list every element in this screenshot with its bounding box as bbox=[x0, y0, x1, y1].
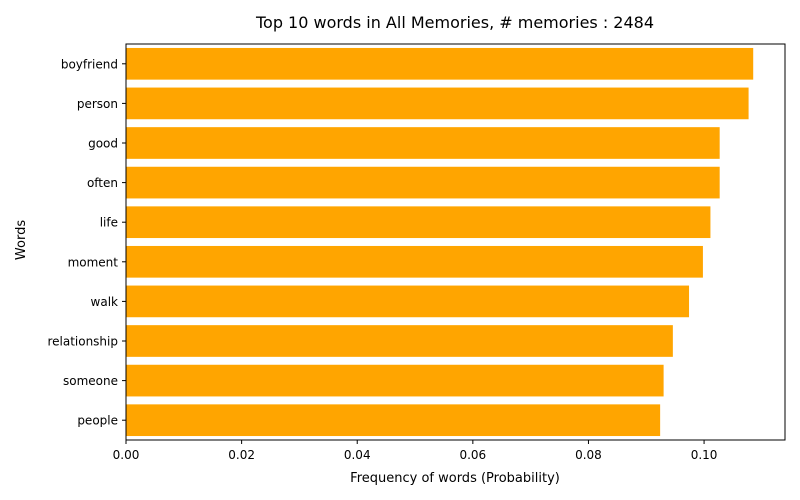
y-axis-label: Words bbox=[14, 220, 29, 260]
bar-moment bbox=[126, 245, 703, 278]
bar-relationship bbox=[126, 325, 673, 357]
bar-walk bbox=[126, 285, 690, 318]
x-tick-label: 0.04 bbox=[344, 448, 371, 462]
y-tick-label: someone bbox=[63, 374, 118, 388]
y-tick-label: good bbox=[88, 137, 118, 151]
y-tick-label: boyfriend bbox=[61, 57, 118, 71]
y-tick-label: moment bbox=[68, 255, 119, 269]
x-tick-label: 0.02 bbox=[228, 448, 255, 462]
chart-title: Top 10 words in All Memories, # memories… bbox=[255, 13, 654, 32]
y-tick-label: often bbox=[87, 176, 118, 190]
bar-person bbox=[126, 87, 749, 120]
y-tick-label: walk bbox=[91, 295, 119, 309]
y-tick-label: life bbox=[100, 216, 118, 230]
bar-someone bbox=[126, 364, 664, 397]
x-tick-label: 0.00 bbox=[113, 448, 140, 462]
plot-frame bbox=[125, 43, 786, 441]
bar-people bbox=[126, 404, 661, 437]
bar-good bbox=[126, 127, 720, 159]
plot-area: boyfriend person good often life moment walk re… bbox=[47, 43, 786, 462]
x-tick-label: 0.10 bbox=[691, 448, 718, 462]
x-tick-label: 0.08 bbox=[575, 448, 602, 462]
y-tick-label: relationship bbox=[47, 335, 118, 349]
bar-often bbox=[126, 166, 720, 199]
y-tick-label: person bbox=[77, 97, 118, 111]
x-axis-label: Frequency of words (Probability) bbox=[350, 471, 560, 486]
x-tick-label: 0.06 bbox=[459, 448, 486, 462]
y-tick-label: people bbox=[77, 414, 118, 428]
bar-life bbox=[126, 206, 711, 239]
bar-boyfriend bbox=[126, 47, 754, 80]
